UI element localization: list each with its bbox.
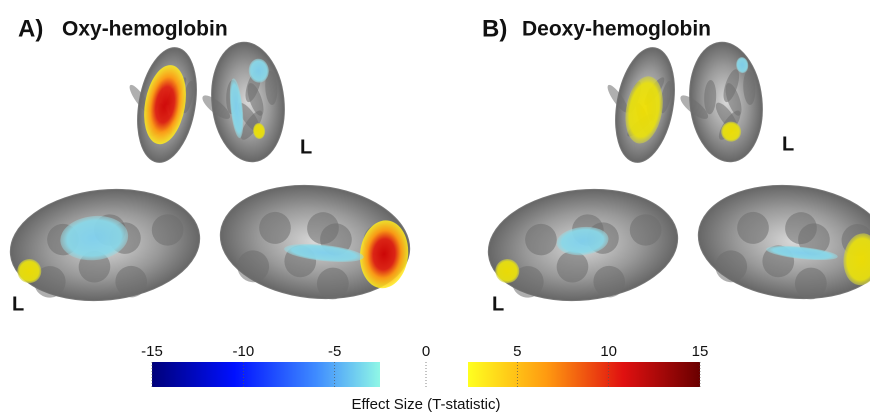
brain [5,180,206,316]
brain [483,180,684,316]
brain [692,176,870,313]
brain [593,40,683,167]
colorbar-tick-label: -15 [141,343,163,360]
colorbar-tick-label: 5 [513,343,521,360]
colorbar-tick-label: 15 [692,343,709,360]
colorbar-tick-label: -10 [232,343,254,360]
brain [214,176,415,313]
panel-title: Oxy-hemoglobin [62,18,228,41]
hemisphere-label: L [300,136,312,158]
colorbar-tick-label: -5 [328,343,341,360]
panel-title: Deoxy-hemoglobin [522,18,711,41]
panel-label: B) [482,15,507,42]
colorbar-tick-label: 0 [422,343,430,360]
figure: A) Oxy-hemoglobin L L B) Deoxy-hemoglobin L L -… [0,0,870,416]
brain [194,39,291,167]
brain-renderings [5,39,870,316]
hemisphere-label: L [782,133,794,155]
colorbar-label: Effect Size (T-statistic) [352,396,501,413]
colorbar-tick-label: 10 [600,343,617,360]
hemisphere-label: L [12,293,24,315]
brain [672,39,769,167]
hemisphere-label: L [492,293,504,315]
brain [115,40,205,167]
panel-label: A) [18,15,43,42]
